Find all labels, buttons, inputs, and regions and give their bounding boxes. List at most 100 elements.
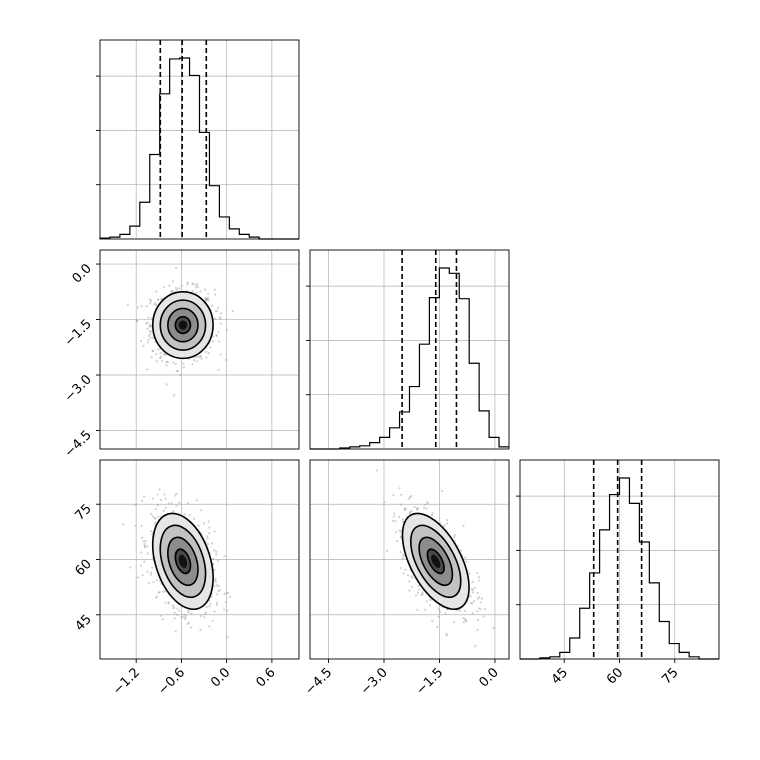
scatter-point	[214, 580, 218, 583]
scatter-point	[147, 334, 150, 337]
scatter-point	[195, 355, 198, 359]
scatter-point	[227, 591, 230, 595]
scatter-point	[172, 361, 175, 364]
scatter-point	[190, 612, 193, 615]
scatter-point	[492, 626, 495, 630]
scatter-point	[212, 585, 216, 588]
scatter-point	[418, 588, 421, 591]
scatter-point	[437, 615, 440, 618]
scatter-point	[205, 298, 208, 301]
histogram-p1	[310, 267, 509, 450]
scatter-point	[164, 506, 167, 509]
scatter-point	[421, 591, 424, 594]
scatter-point	[146, 552, 149, 555]
scatter-point	[223, 593, 226, 596]
scatter-point	[421, 593, 424, 596]
scatter-point	[196, 285, 200, 288]
contour-line	[151, 290, 214, 360]
scatter-point	[413, 505, 416, 509]
scatter-point	[173, 617, 176, 620]
scatter-point	[162, 352, 165, 355]
scatter-point	[165, 383, 168, 386]
scatter-point	[144, 540, 147, 543]
scatter-point	[171, 604, 174, 607]
scatter-point	[176, 613, 179, 616]
scatter-point	[445, 518, 449, 522]
scatter-point	[176, 607, 179, 610]
scatter-point	[205, 605, 208, 609]
scatter-point	[462, 621, 465, 624]
scatter-point	[155, 579, 159, 582]
contour-line	[418, 536, 454, 587]
scatter-point	[226, 609, 229, 612]
scatter-point	[470, 602, 474, 605]
scatter-point	[205, 611, 208, 614]
scatter-point	[429, 598, 432, 601]
scatter-point	[392, 515, 395, 518]
scatter-point	[458, 609, 462, 612]
scatter-point	[391, 519, 394, 522]
scatter-point	[407, 497, 411, 500]
scatter-point	[154, 507, 157, 511]
scatter-point	[465, 620, 468, 623]
scatter-point	[122, 523, 125, 526]
scatter-point	[191, 283, 195, 286]
scatter-point	[462, 616, 465, 620]
scatter-point	[166, 360, 169, 364]
scatter-point	[147, 316, 150, 319]
scatter-point	[156, 493, 159, 496]
scatter-point	[154, 596, 158, 599]
scatter-point	[148, 323, 152, 326]
scatter-point	[428, 604, 431, 607]
scatter-point	[150, 330, 153, 333]
scatter-point	[175, 492, 178, 495]
scatter-point	[175, 369, 178, 373]
scatter-point	[163, 353, 166, 356]
scatter-point	[193, 359, 196, 362]
scatter-point	[477, 618, 480, 622]
scatter-point	[425, 501, 429, 504]
scatter-point	[438, 610, 442, 613]
scatter-point	[135, 319, 139, 323]
scatter-point	[397, 516, 401, 519]
scatter-point	[213, 579, 216, 582]
scatter-point	[472, 600, 476, 603]
scatter-point	[214, 577, 217, 580]
scatter-point	[476, 591, 479, 595]
scatter-point	[157, 348, 160, 351]
scatter-point	[153, 303, 156, 306]
scatter-point	[147, 338, 150, 341]
scatter-point	[170, 502, 173, 505]
scatter-point	[149, 299, 153, 303]
scatter-point	[178, 373, 182, 377]
scatter-point	[172, 607, 175, 610]
tick-label-p1: 0.0	[70, 261, 95, 286]
scatter-point	[415, 508, 419, 511]
scatter-point	[172, 510, 175, 513]
scatter-point	[465, 560, 468, 563]
scatter-point	[400, 493, 403, 496]
scatter-point	[143, 543, 146, 546]
scatter-point	[145, 305, 148, 308]
scatter-point	[159, 351, 162, 355]
scatter-point	[416, 507, 419, 510]
scatter-point	[216, 593, 219, 596]
tick-label-p1: 0.0	[477, 665, 502, 690]
tick-label-p1: −1.5	[413, 665, 446, 698]
scatter-point	[399, 566, 402, 570]
scatter-point	[479, 601, 482, 604]
scatter-point	[403, 508, 407, 512]
scatter-point	[142, 344, 145, 347]
scatter-point	[409, 510, 412, 514]
scatter-point	[473, 586, 476, 589]
scatter-point	[208, 531, 211, 535]
scatter-point	[408, 589, 411, 592]
tick-label-p1: −3.0	[62, 372, 95, 405]
scatter-point	[199, 290, 202, 293]
scatter-point	[151, 566, 154, 569]
scatter-point	[148, 325, 151, 328]
tick-label-p1: −4.5	[62, 428, 95, 461]
scatter-point	[208, 605, 211, 608]
scatter-point	[149, 530, 153, 533]
scatter-point	[149, 512, 153, 516]
